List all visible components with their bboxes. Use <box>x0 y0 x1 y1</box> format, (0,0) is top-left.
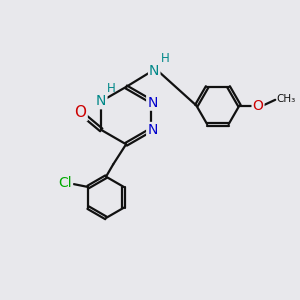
Text: CH₃: CH₃ <box>276 94 295 104</box>
Text: N: N <box>147 123 158 137</box>
Text: H: H <box>106 82 115 95</box>
Text: H: H <box>160 52 169 65</box>
Text: N: N <box>149 64 159 78</box>
Text: Cl: Cl <box>58 176 72 190</box>
Text: N: N <box>147 96 158 110</box>
Text: O: O <box>75 105 87 120</box>
Text: N: N <box>96 94 106 108</box>
Text: O: O <box>253 98 263 112</box>
